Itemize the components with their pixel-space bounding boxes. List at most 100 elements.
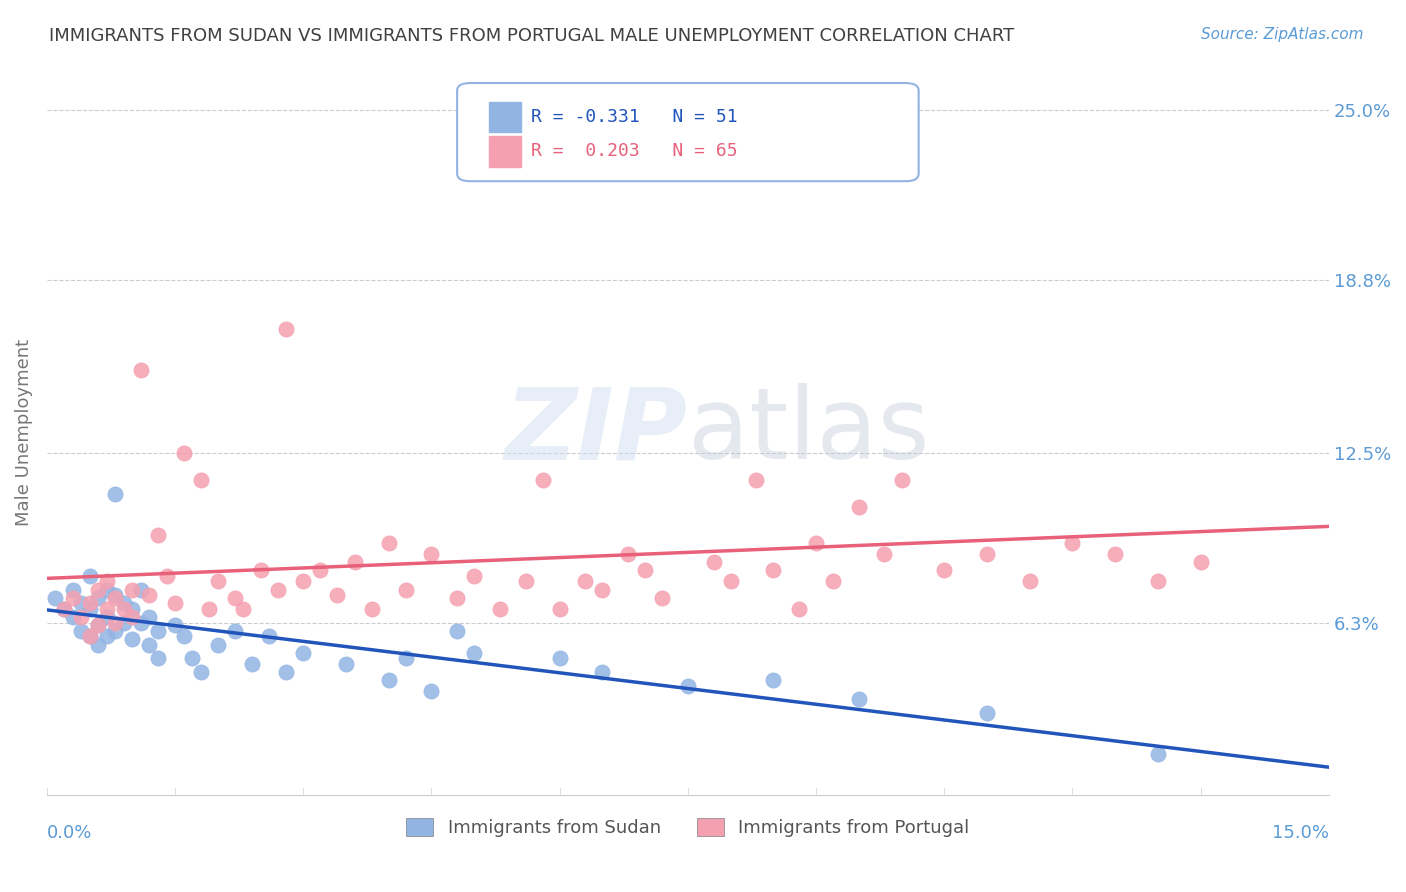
Point xyxy=(335,657,357,671)
Point xyxy=(292,574,315,589)
Point xyxy=(787,602,810,616)
Point xyxy=(70,610,93,624)
Point xyxy=(146,528,169,542)
Point xyxy=(165,618,187,632)
Point xyxy=(1147,574,1170,589)
Point xyxy=(873,547,896,561)
Point xyxy=(79,596,101,610)
Point xyxy=(62,591,84,605)
Point xyxy=(104,486,127,500)
Point xyxy=(934,564,956,578)
Text: R =  0.203   N = 65: R = 0.203 N = 65 xyxy=(531,143,738,161)
Point xyxy=(87,618,110,632)
Point xyxy=(276,665,298,679)
Point xyxy=(676,136,699,150)
Point xyxy=(1018,574,1040,589)
Point xyxy=(292,646,315,660)
Point xyxy=(87,638,110,652)
Point xyxy=(129,582,152,597)
Point xyxy=(44,591,66,605)
Point xyxy=(62,610,84,624)
Point xyxy=(617,547,640,561)
Point xyxy=(87,618,110,632)
Point xyxy=(87,591,110,605)
Point xyxy=(104,624,127,638)
Point xyxy=(257,629,280,643)
Point xyxy=(240,657,263,671)
Point xyxy=(651,591,673,605)
Text: R = -0.331   N = 51: R = -0.331 N = 51 xyxy=(531,108,738,127)
Point xyxy=(112,615,135,630)
Point xyxy=(70,596,93,610)
Point xyxy=(138,610,160,624)
Point xyxy=(463,646,485,660)
Point xyxy=(104,588,127,602)
Point xyxy=(70,624,93,638)
Point xyxy=(823,574,845,589)
Point xyxy=(591,665,613,679)
Point xyxy=(121,610,143,624)
Bar xyxy=(489,102,522,133)
Text: IMMIGRANTS FROM SUDAN VS IMMIGRANTS FROM PORTUGAL MALE UNEMPLOYMENT CORRELATION : IMMIGRANTS FROM SUDAN VS IMMIGRANTS FROM… xyxy=(49,27,1015,45)
Point xyxy=(515,574,537,589)
Point xyxy=(79,629,101,643)
Point xyxy=(890,473,912,487)
Point xyxy=(463,569,485,583)
Point xyxy=(395,582,418,597)
Point xyxy=(762,673,785,688)
Text: Source: ZipAtlas.com: Source: ZipAtlas.com xyxy=(1201,27,1364,42)
Point xyxy=(232,602,254,616)
Point xyxy=(79,629,101,643)
Legend: Immigrants from Sudan, Immigrants from Portugal: Immigrants from Sudan, Immigrants from P… xyxy=(399,811,977,845)
Point xyxy=(326,588,349,602)
Point xyxy=(1062,536,1084,550)
Point xyxy=(720,574,742,589)
Point xyxy=(181,651,204,665)
Point xyxy=(79,602,101,616)
Text: ZIP: ZIP xyxy=(505,384,688,481)
Point xyxy=(155,569,177,583)
Point xyxy=(676,679,699,693)
Point xyxy=(266,582,288,597)
Point xyxy=(377,673,399,688)
Point xyxy=(96,582,118,597)
Point xyxy=(1189,555,1212,569)
Point xyxy=(138,588,160,602)
Point xyxy=(574,574,596,589)
Point xyxy=(848,500,870,515)
Point xyxy=(112,596,135,610)
Point xyxy=(377,536,399,550)
Point xyxy=(190,665,212,679)
Point xyxy=(224,591,246,605)
Point xyxy=(138,638,160,652)
FancyBboxPatch shape xyxy=(457,83,918,181)
Point xyxy=(121,582,143,597)
Point xyxy=(249,564,271,578)
Point xyxy=(804,536,827,550)
Point xyxy=(446,591,468,605)
Point xyxy=(531,473,554,487)
Text: 0.0%: 0.0% xyxy=(46,824,93,842)
Point xyxy=(129,615,152,630)
Point xyxy=(198,602,221,616)
Text: atlas: atlas xyxy=(688,384,929,481)
Point xyxy=(53,602,76,616)
Point xyxy=(173,445,195,459)
Point xyxy=(343,555,366,569)
Point xyxy=(1147,747,1170,762)
Point xyxy=(489,602,512,616)
Point xyxy=(395,651,418,665)
Point xyxy=(548,602,571,616)
Point xyxy=(165,596,187,610)
Point xyxy=(420,684,443,698)
Point xyxy=(121,602,143,616)
Point xyxy=(146,624,169,638)
Point xyxy=(87,582,110,597)
Point xyxy=(548,651,571,665)
Point xyxy=(96,629,118,643)
Point xyxy=(121,632,143,646)
Point xyxy=(976,547,998,561)
Point xyxy=(129,363,152,377)
Point xyxy=(702,555,724,569)
Text: 15.0%: 15.0% xyxy=(1272,824,1329,842)
